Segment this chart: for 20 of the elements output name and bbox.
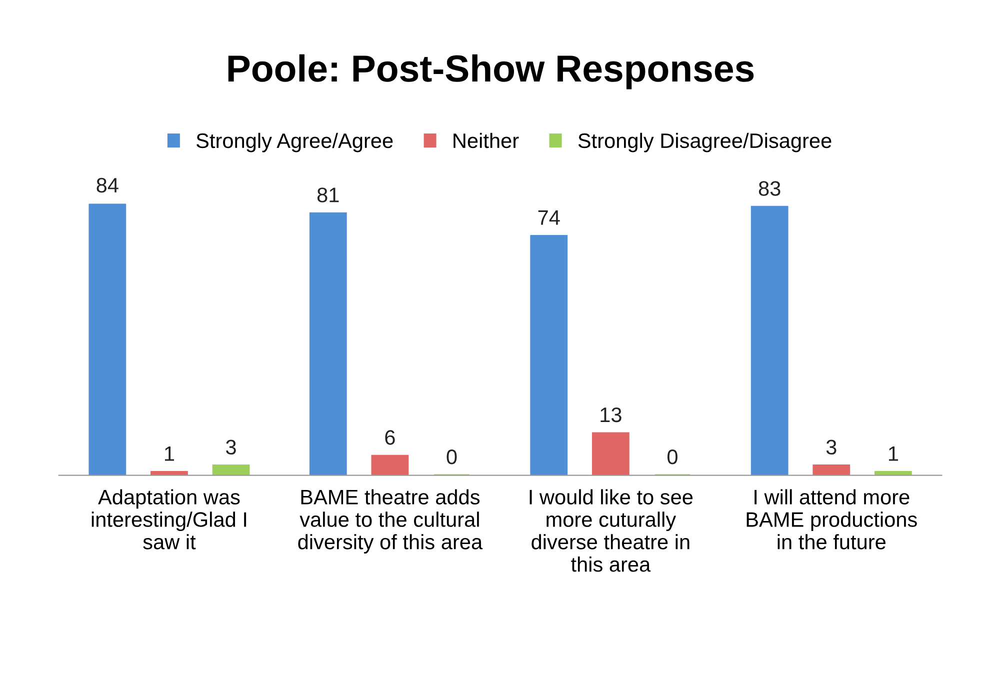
data-label: 6 bbox=[385, 430, 395, 445]
x-tick-label: BAME theatre adds value to the cultural diversity of this area bbox=[298, 489, 483, 554]
legend-label: Strongly Disagree/Disagree bbox=[578, 132, 832, 152]
data-label: 83 bbox=[758, 181, 780, 196]
data-label: 1 bbox=[165, 446, 174, 461]
legend-label: Strongly Agree/Agree bbox=[196, 132, 393, 152]
data-label: 3 bbox=[226, 440, 236, 455]
data-label: 0 bbox=[446, 449, 457, 464]
x-tick-label: I would like to see more cuturally diverse theatre in this area bbox=[530, 489, 693, 572]
chart-title: Poole: Post-Show Responses bbox=[228, 54, 754, 90]
data-label: 0 bbox=[667, 449, 678, 464]
data-label: 74 bbox=[538, 210, 560, 225]
data-label: 13 bbox=[600, 407, 622, 422]
x-tick-label: I will attend more BAME productions in the future bbox=[746, 489, 917, 550]
data-label: 3 bbox=[826, 440, 836, 455]
data-label: 84 bbox=[96, 178, 118, 193]
legend-label: Neither bbox=[454, 132, 519, 148]
data-label: 1 bbox=[888, 446, 898, 461]
x-tick-label: Adaptation was interesting/Glad I saw it bbox=[92, 489, 246, 550]
data-label: 81 bbox=[317, 188, 339, 202]
